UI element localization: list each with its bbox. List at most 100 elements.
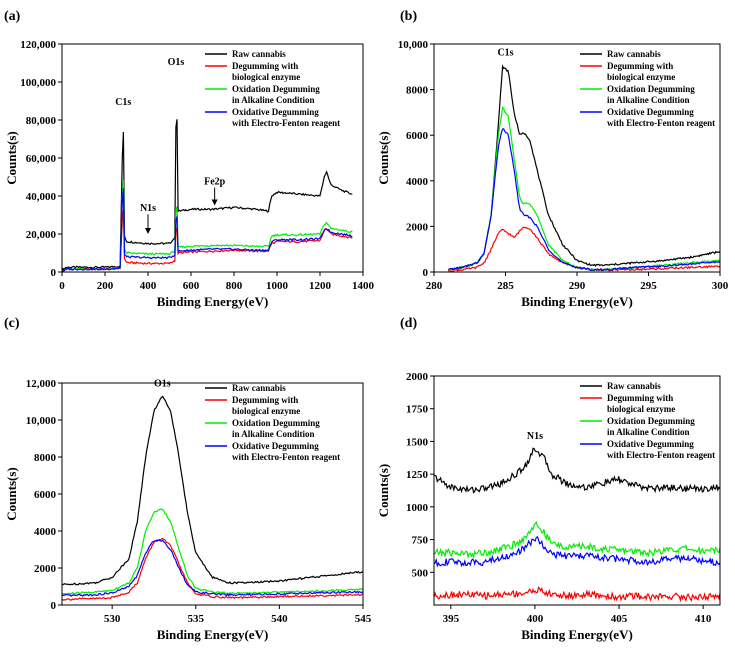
legend-entry: Degumming with [607, 61, 673, 71]
series-line-3 [62, 539, 363, 597]
panel-b: (b) 280 285 290 295 300 0 2000 4000 6000 8000 10,00… [376, 9, 729, 309]
legend-entry: Raw cannabis [607, 381, 661, 391]
x-tick-label: 405 [611, 613, 628, 625]
x-axis-label: Binding Energy(eV) [521, 294, 633, 309]
series-line-1 [62, 209, 353, 272]
series-group [62, 119, 353, 272]
series-line-3 [62, 188, 353, 272]
legend-entry: Raw cannabis [232, 49, 286, 59]
series-line-0 [434, 447, 720, 494]
legend-entry: Oxidation Degumming [607, 84, 695, 94]
y-axis-label: Counts(s) [4, 131, 19, 184]
x-tick-label: 535 [188, 613, 205, 625]
legend-entry: with Electro-Fenton reagent [607, 118, 715, 128]
series-line-3 [434, 536, 720, 568]
y-tick-label: 500 [412, 567, 429, 579]
y-tick-label: 6000 [34, 489, 57, 501]
x-tick-label: 1000 [266, 280, 289, 292]
legend-entry: Degumming with [607, 393, 673, 403]
legend-entry: Oxidation Degumming [232, 84, 320, 94]
panel-d: (d) 395 400 405 410 500 750 1000 1250 1500 1750 200… [376, 316, 721, 642]
x-tick-label: 530 [104, 613, 121, 625]
series-line-1 [62, 537, 363, 601]
y-tick-label: 4000 [34, 526, 57, 538]
series-line-2 [434, 520, 720, 560]
x-tick-label: 600 [183, 280, 200, 292]
x-axis-label: Binding Energy(eV) [157, 627, 269, 642]
y-axis-label: Counts(s) [4, 467, 19, 520]
peak-annotation: N1s [140, 203, 156, 214]
plot-frame [433, 43, 721, 273]
peak-annotation: N1s [527, 431, 543, 442]
legend-entry: with Electro-Fenton reagent [607, 450, 715, 460]
x-tick-label: 295 [640, 280, 657, 292]
y-tick-label: 2000 [34, 563, 57, 575]
y-tick-label: 1500 [406, 436, 429, 448]
x-tick-label: 0 [59, 280, 65, 292]
y-tick-label: 20,000 [26, 229, 57, 241]
legend-entry: Raw cannabis [232, 383, 286, 393]
y-tick-label: 80,000 [26, 115, 57, 127]
y-tick-label: 1750 [406, 404, 429, 416]
x-tick-label: 400 [527, 613, 544, 625]
y-tick-label: 0 [423, 267, 429, 279]
x-axis-label: Binding Energy(eV) [521, 627, 633, 642]
series-group [62, 395, 363, 601]
peak-annotation: O1s [154, 379, 171, 390]
y-tick-label: 120,000 [20, 39, 56, 51]
y-tick-label: 750 [412, 535, 429, 547]
legend-entry: biological enzyme [232, 406, 300, 416]
x-tick-label: 290 [569, 280, 586, 292]
y-tick-label: 4000 [406, 176, 429, 188]
plot-frame [433, 375, 721, 606]
y-axis-label: Counts(s) [376, 131, 391, 184]
y-tick-label: 8000 [406, 85, 429, 97]
peak-annotation: C1s [497, 47, 513, 58]
x-tick-label: 800 [226, 280, 243, 292]
y-tick-label: 10,000 [26, 415, 57, 427]
legend-entry: Degumming with [232, 61, 298, 71]
x-tick-label: 395 [443, 613, 460, 625]
plot-frame [61, 382, 364, 606]
legend-entry: Degumming with [232, 395, 298, 405]
legend-entry: in Alkaline Condition [232, 429, 315, 439]
series-group [434, 447, 720, 603]
legend-entry: in Alkaline Condition [232, 95, 315, 105]
y-tick-label: 12,000 [26, 378, 57, 390]
legend-entry: biological enzyme [607, 72, 675, 82]
legend-entry: biological enzyme [232, 72, 300, 82]
x-tick-label: 1400 [352, 280, 375, 292]
x-tick-label: 410 [695, 613, 712, 625]
series-line-0 [62, 395, 363, 586]
y-axis-label: Counts(s) [376, 464, 391, 517]
x-axis-label: Binding Energy(eV) [157, 294, 269, 309]
x-tick-label: 280 [426, 280, 443, 292]
x-tick-label: 400 [140, 280, 157, 292]
peak-annotation: C1s [115, 97, 131, 108]
y-tick-label: 6000 [406, 130, 429, 142]
x-tick-label: 300 [712, 280, 729, 292]
series-line-3 [448, 128, 720, 272]
x-tick-label: 1200 [309, 280, 332, 292]
legend-entry: Oxidative Degumming [607, 107, 694, 117]
legend-entry: Oxidation Degumming [232, 418, 320, 428]
series-line-2 [62, 508, 363, 595]
peak-annotation: Fe2p [204, 177, 226, 188]
plot-frame [61, 43, 364, 273]
legend-entry: Oxidation Degumming [607, 416, 695, 426]
panel-letter: (d) [400, 316, 417, 331]
y-tick-label: 100,000 [20, 77, 56, 89]
panel-letter: (a) [4, 9, 21, 24]
y-tick-label: 40,000 [26, 191, 57, 203]
y-tick-label: 8000 [34, 452, 57, 464]
series-line-0 [62, 119, 353, 272]
y-tick-label: 10,000 [398, 39, 429, 51]
y-tick-label: 0 [51, 267, 57, 279]
y-tick-label: 2000 [406, 371, 429, 383]
panel-letter: (c) [4, 316, 20, 331]
panel-c: (c) 530 535 540 545 0 2000 4000 6000 8000 10,000 12… [4, 316, 372, 642]
y-tick-label: 60,000 [26, 153, 57, 165]
